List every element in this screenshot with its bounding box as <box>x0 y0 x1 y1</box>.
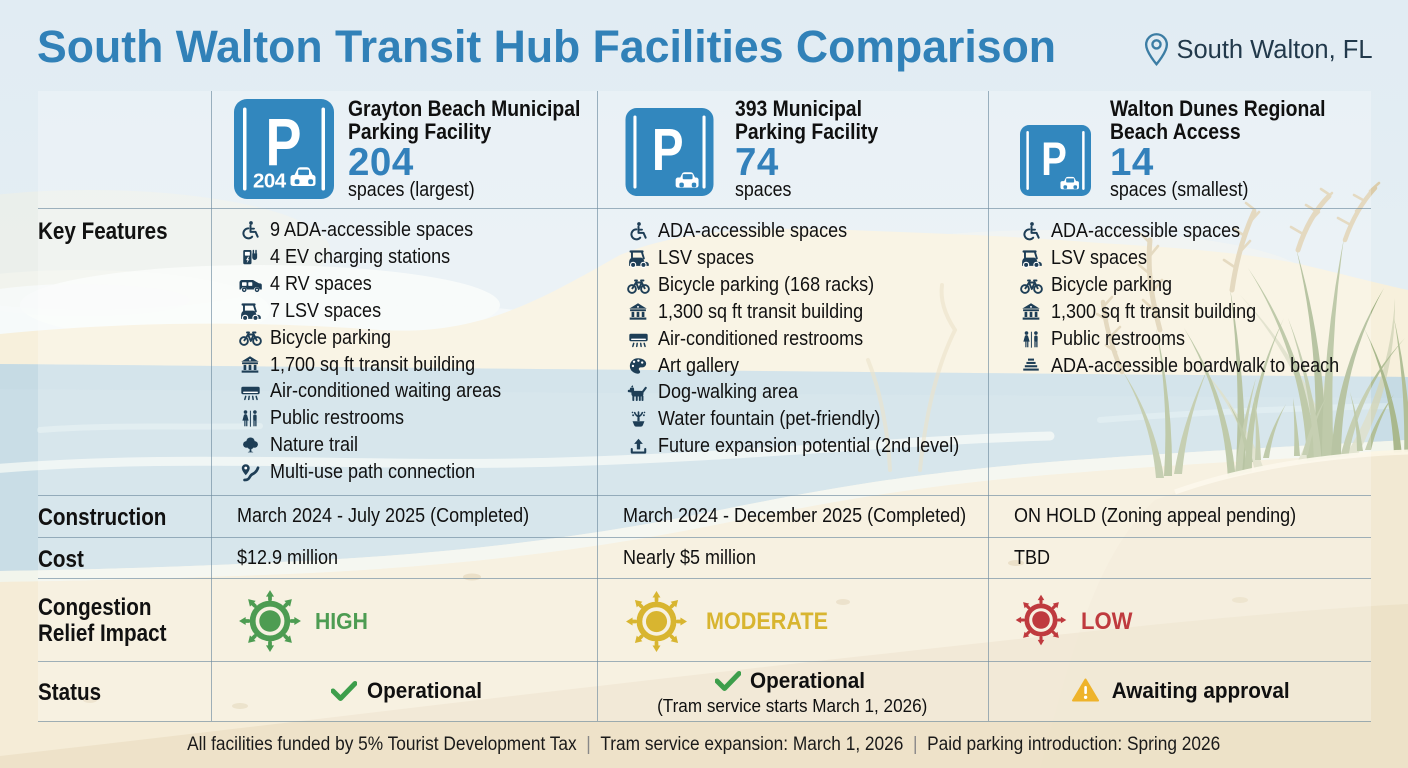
svg-text:P: P <box>652 118 684 183</box>
svg-text:204: 204 <box>253 170 287 193</box>
svg-text:P: P <box>1041 133 1067 186</box>
svg-text:P: P <box>266 105 302 180</box>
